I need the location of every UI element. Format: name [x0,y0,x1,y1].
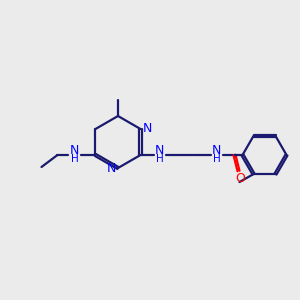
Text: H: H [213,154,220,164]
Text: O: O [236,172,245,184]
Text: H: H [156,154,164,164]
Text: N: N [155,145,164,158]
Text: N: N [212,145,221,158]
Text: N: N [143,122,152,134]
Text: H: H [70,154,78,164]
Text: N: N [106,163,116,176]
Text: N: N [70,145,79,158]
